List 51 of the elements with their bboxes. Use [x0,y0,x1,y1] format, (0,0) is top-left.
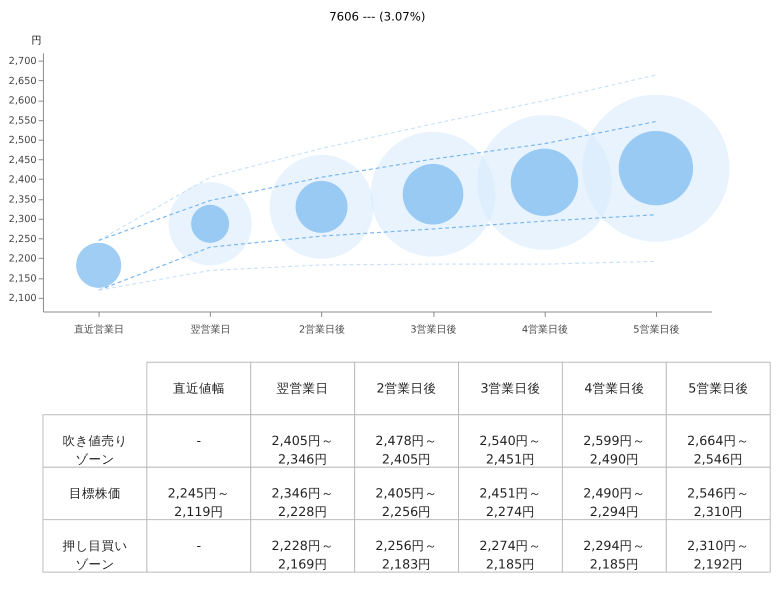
text: 2,599円～ 2,490円 [583,432,646,466]
y-tick-label: 2,150 [8,273,37,284]
line-series [98,260,657,291]
text: 2,540円～ 2,451円 [479,432,542,466]
y-tick-label: 2,550 [8,115,37,126]
text: 2,405円～ 2,256円 [375,485,438,519]
text: 2,451円～ 2,274円 [479,485,542,519]
text: - [196,432,202,448]
x-tick-label: 5営業日後 [688,380,748,396]
text: 2,274円～ 2,185円 [479,538,542,572]
y-tick-label: 2,250 [8,234,37,245]
y-tick-label: 2,500 [8,135,37,146]
x-tick-label: 翌営業日 [276,380,329,396]
text: 2,478円～ 2,405円 [375,432,438,466]
x-tick-label: 4営業日後 [522,324,568,336]
y-tick-label: 目標株価 [68,485,121,500]
text: 2,405円～ 2,346円 [272,432,334,466]
y-tick-label: 2,100 [8,293,37,304]
text: 2,245円～ 2,119円 [168,485,230,519]
x-tick-label: 3営業日後 [480,380,541,396]
line-series [98,120,657,242]
x-tick-label: 翌営業日 [190,324,231,336]
y-tick-label: 2,650 [8,76,37,87]
text: 2,546円～ 2,310円 [687,485,750,519]
text: 2,310円～ 2,192円 [687,538,750,572]
text: 2,346円～ 2,228円 [272,485,334,519]
text: 2,490円～ 2,294円 [583,485,646,519]
y-tick-label: 押し目買いゾーン [62,538,128,572]
y-tick-label: 吹き値売りゾーン [62,432,128,466]
y-tick-label: 2,350 [8,194,37,206]
y-tick-label: 2,400 [8,174,37,186]
text: 2,256円～ 2,183円 [375,538,438,572]
x-tick-label: 5営業日後 [633,324,680,336]
text: 2,294円～ 2,185円 [583,538,646,572]
text: - [196,538,202,553]
x-tick-label: 2営業日後 [376,380,437,396]
y-tick-label: 2,600 [8,96,37,107]
y-tick-label: 2,200 [8,254,37,265]
x-tick-label: 2営業日後 [298,324,346,336]
y-tick-label: 2,300 [8,214,37,226]
x-tick-label: 直近営業日 [74,324,124,336]
x-tick-label: 直近値幅 [172,380,225,396]
y-axis-title: 円 [31,36,42,47]
y-tick-label: 2,450 [8,154,37,166]
chart-title: 7606 --- (3.07%) [329,10,426,24]
line-series [98,74,657,242]
x-tick-label: 3営業日後 [410,324,457,336]
x-tick-label: 4営業日後 [584,380,644,396]
text: 2,664円～ 2,546円 [687,432,750,466]
text: 2,228円～ 2,169円 [272,538,334,572]
y-tick-label: 2,700 [8,56,37,68]
